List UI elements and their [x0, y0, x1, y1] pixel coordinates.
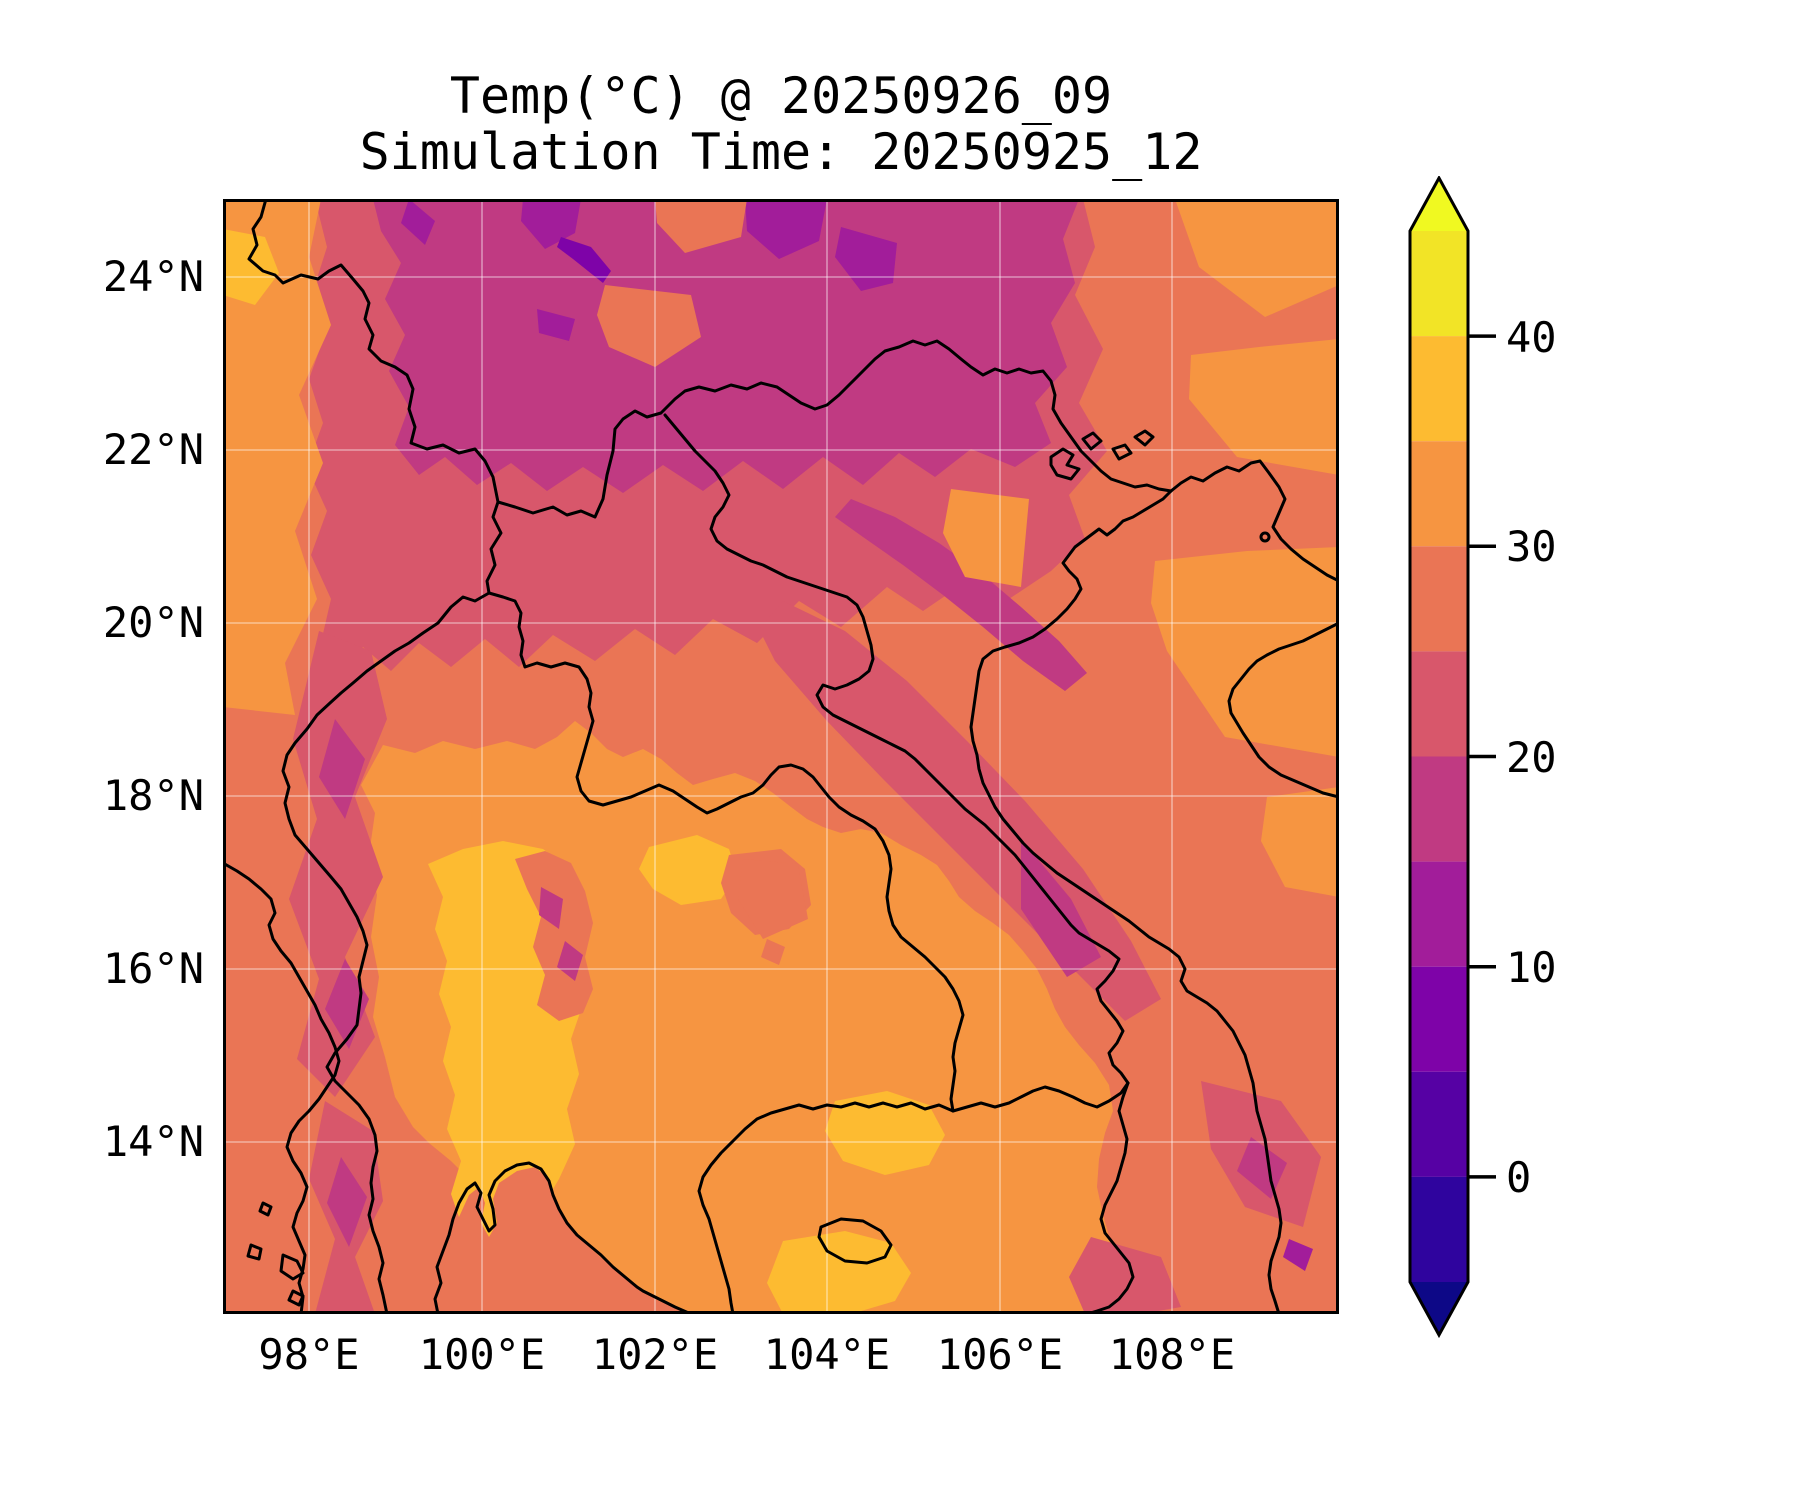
- region-north-violet-sliver: [557, 237, 611, 283]
- region-north-magenta: [373, 199, 1087, 691]
- region-purple-spot-se: [1283, 1239, 1313, 1271]
- region-north-salmon-pockets: [597, 199, 747, 367]
- border-myanmar-laos: [485, 500, 503, 595]
- colorbar-seg-25-30: [1410, 546, 1468, 652]
- map-frame: [223, 199, 1339, 1314]
- coast-andaman: [223, 861, 341, 1314]
- graticule: [223, 199, 1339, 1314]
- border-laos-vietnam: [663, 413, 1130, 1085]
- x-tick-106e: 106°E: [936, 1330, 1064, 1379]
- cbar-tick-40: 40: [1506, 313, 1557, 362]
- border-vietnam-cambodia: [1085, 1081, 1135, 1314]
- cbar-tick-0: 0: [1506, 1153, 1532, 1202]
- coast-andaman-island-3: [258, 1201, 273, 1217]
- region-salmon-overlays: [437, 849, 811, 1314]
- colorbar-seg-m5-0: [1410, 1176, 1468, 1282]
- temperature-map: [223, 199, 1339, 1314]
- colorbar-seg-0-5: [1410, 1071, 1468, 1177]
- y-tick-18n: 18°N: [102, 771, 204, 820]
- colorbar-seg-20-25: [1410, 651, 1468, 757]
- y-tick-24n: 24°N: [102, 252, 204, 301]
- coast-vietnam: [969, 489, 1283, 1314]
- coast-gulf-islet: [1259, 531, 1271, 543]
- coast-gulf-of-thailand: [433, 1161, 693, 1314]
- coast-andaman-island-1: [246, 1243, 263, 1261]
- y-tick-14n: 14°N: [102, 1117, 204, 1166]
- border-myanmar-thailand: [281, 591, 491, 1314]
- coast-andaman-island-2: [279, 1253, 305, 1281]
- coast-china-leizhou: [1169, 459, 1339, 583]
- border-thailand-laos: [487, 591, 965, 1113]
- region-magenta-cores: [319, 719, 1287, 1247]
- coast-tonle-sap: [817, 1217, 893, 1265]
- coast-halong-islets-1: [1049, 447, 1081, 481]
- colorbar-seg-10-15: [1410, 861, 1468, 967]
- colorbar-seg-5-10: [1410, 966, 1468, 1072]
- plot-title-line1: Temp(°C) @ 20250926_09: [449, 67, 1113, 125]
- colorbar-outline: [1408, 176, 1470, 1338]
- x-tick-102e: 102°E: [591, 1330, 719, 1379]
- y-tick-22n: 22°N: [102, 425, 204, 474]
- colorbar-seg-30-35: [1410, 441, 1468, 547]
- cbar-tick-30: 30: [1506, 522, 1557, 571]
- coast-halong-islets-2: [1081, 431, 1103, 451]
- border-thailand-cambodia: [697, 1101, 955, 1314]
- x-tick-108e: 108°E: [1108, 1330, 1236, 1379]
- border-china: [247, 199, 1173, 519]
- colorbar-seg-40-45: [1410, 231, 1468, 337]
- x-tick-104e: 104°E: [763, 1330, 891, 1379]
- borders-coastlines: [223, 199, 1339, 1314]
- colorbar-under-arrow: [1410, 1282, 1468, 1335]
- plot-title: Temp(°C) @ 20250926_09 Simulation Time: …: [360, 68, 1203, 180]
- x-tick-100e: 100°E: [418, 1330, 546, 1379]
- region-north-purple: [401, 199, 897, 341]
- y-tick-16n: 16°N: [102, 944, 204, 993]
- cbar-tick-10: 10: [1506, 943, 1557, 992]
- x-tick-98e: 98°E: [258, 1330, 360, 1379]
- coast-hainan: [1227, 621, 1339, 799]
- coast-halong-islets-4: [1133, 429, 1155, 447]
- colorbar-seg-15-20: [1410, 756, 1468, 862]
- plot-title-line2: Simulation Time: 20250925_12: [359, 123, 1203, 181]
- y-tick-20n: 20°N: [102, 598, 204, 647]
- colorbar-seg-35-40: [1410, 336, 1468, 442]
- colorbar: [1408, 176, 1496, 1338]
- coast-andaman-island-4: [287, 1289, 305, 1307]
- colorbar-ticks: [1468, 334, 1496, 1179]
- colorbar-over-arrow: [1410, 178, 1468, 231]
- coast-halong-islets-3: [1111, 443, 1133, 461]
- cbar-tick-20: 20: [1506, 733, 1557, 782]
- border-laos-cambodia: [951, 1081, 1130, 1113]
